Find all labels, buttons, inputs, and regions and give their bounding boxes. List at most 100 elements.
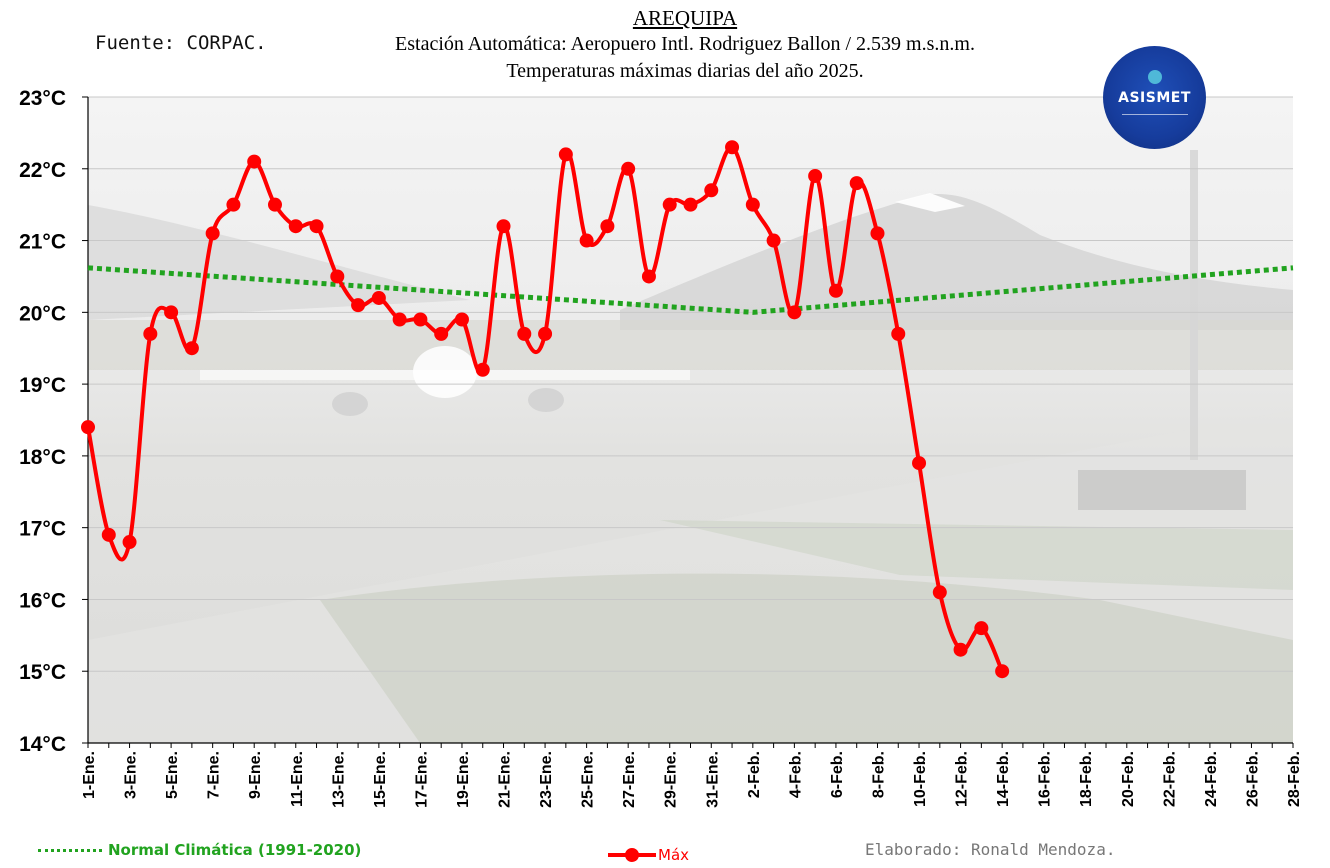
logo-strip: [1121, 114, 1188, 125]
x-tick-label: 20-Feb.: [1120, 751, 1137, 807]
max-point: [600, 219, 615, 234]
max-point: [974, 621, 989, 636]
max-point: [392, 312, 407, 327]
max-point: [454, 312, 469, 327]
asismet-logo: ASISMET: [1103, 46, 1206, 149]
max-point: [828, 283, 843, 298]
x-tick-label: 25-Ene.: [580, 751, 597, 808]
x-tick-label: 18-Feb.: [1078, 751, 1095, 807]
max-point: [745, 197, 760, 212]
x-tick-label: 7-Ene.: [206, 751, 223, 799]
x-tick-label: 22-Feb.: [1161, 751, 1178, 807]
credit-label: Elaborado: Ronald Mendoza.: [865, 840, 1116, 859]
max-point: [995, 664, 1010, 679]
x-tick-label: 17-Ene.: [413, 751, 430, 808]
globe-icon: [1147, 70, 1162, 84]
y-tick-label: 15°C: [19, 661, 66, 684]
max-point: [267, 197, 282, 212]
max-point: [953, 642, 968, 657]
y-tick-label: 20°C: [19, 302, 66, 325]
max-point: [870, 226, 885, 241]
max-point: [413, 312, 428, 327]
x-tick-label: 19-Ene.: [455, 751, 472, 808]
max-point: [351, 298, 366, 313]
max-point: [309, 219, 324, 234]
max-point: [247, 154, 262, 169]
x-tick-label: 24-Feb.: [1203, 751, 1220, 807]
y-tick-label: 17°C: [19, 518, 66, 541]
legend-max-label: Máx: [658, 846, 690, 864]
y-tick-label: 18°C: [19, 446, 66, 469]
axes: [82, 96, 1294, 748]
max-point: [517, 326, 532, 341]
x-tick-label: 12-Feb.: [954, 751, 971, 807]
x-tick-label: 15-Ene.: [372, 751, 389, 808]
max-point: [496, 219, 511, 234]
y-tick-label: 22°C: [19, 159, 66, 182]
x-tick-label: 3-Ene.: [123, 751, 140, 799]
max-point: [704, 183, 719, 198]
max-point: [579, 233, 594, 248]
max-point: [288, 219, 303, 234]
x-tick-label: 11-Ene.: [289, 751, 306, 807]
y-tick-label: 16°C: [19, 589, 66, 612]
max-point: [912, 456, 927, 471]
x-axis-tick-labels: 1-Ene. 3-Ene. 5-Ene. 7-Ene. 9-Ene. 11-Ene. 13-…: [81, 751, 1303, 808]
max-point: [226, 197, 241, 212]
max-point: [849, 176, 864, 191]
max-point: [932, 585, 947, 600]
x-tick-label: 21-Ene.: [497, 751, 514, 808]
series-layer: [81, 140, 1294, 679]
max-point: [891, 326, 906, 341]
x-tick-label: 6-Feb.: [829, 751, 846, 798]
chart-subtitle-station: Estación Automática: Aeropuero Intl. Rod…: [395, 33, 975, 55]
x-tick-label: 9-Ene.: [247, 751, 264, 799]
max-point: [808, 168, 823, 183]
max-point: [538, 326, 553, 341]
logo-text: ASISMET: [1118, 90, 1191, 106]
x-tick-label: 4-Feb.: [787, 751, 804, 798]
max-point: [205, 226, 220, 241]
legend-max-swatch: [608, 848, 656, 862]
y-tick-label: 19°C: [19, 374, 66, 397]
legend-max: Máx: [608, 846, 689, 864]
x-tick-label: 16-Feb.: [1037, 751, 1054, 807]
legend-normal-label: Normal Climática (1991-2020): [108, 841, 362, 859]
max-point: [725, 140, 740, 155]
x-tick-label: 31-Ene.: [704, 751, 721, 808]
x-tick-label: 8-Feb.: [870, 751, 887, 798]
gridlines: [88, 96, 1293, 672]
x-tick-label: 10-Feb.: [912, 751, 929, 807]
max-point: [558, 147, 573, 162]
max-point: [787, 305, 802, 320]
plot-background-photo: [88, 97, 1293, 743]
x-tick-label: 26-Feb.: [1244, 751, 1261, 807]
y-tick-label: 14°C: [19, 733, 66, 756]
x-tick-label: 2-Feb.: [746, 751, 763, 798]
max-point: [122, 535, 137, 550]
max-point: [641, 269, 656, 284]
chart-title: AREQUIPA: [632, 6, 738, 30]
y-tick-label: 23°C: [19, 87, 66, 110]
y-axis-tick-labels: 14°C 15°C 16°C 17°C 18°C 19°C 20°C 21°C 22°C 23°C: [19, 87, 66, 756]
max-point: [621, 161, 636, 176]
x-tick-label: 5-Ene.: [164, 751, 181, 799]
max-point: [101, 527, 116, 542]
legend-normal-swatch: [38, 848, 102, 852]
series-normal-line: [87, 265, 1294, 315]
x-tick-label: 28-Feb.: [1286, 751, 1303, 807]
x-tick-label: 14-Feb.: [995, 751, 1012, 807]
legend-normal: Normal Climática (1991-2020): [38, 841, 361, 859]
max-point: [164, 305, 179, 320]
x-tick-label: 13-Ene.: [330, 751, 347, 808]
x-tick-label: 27-Ene.: [621, 751, 638, 808]
max-point: [330, 269, 345, 284]
max-point: [683, 197, 698, 212]
x-tick-label: 23-Ene.: [538, 751, 555, 808]
max-point: [371, 290, 386, 305]
y-tick-label: 21°C: [19, 231, 66, 254]
x-tick-label: 1-Ene.: [81, 751, 98, 799]
chart-subtitle-description: Temperaturas máximas diarias del año 202…: [506, 60, 864, 82]
max-point: [475, 362, 490, 377]
